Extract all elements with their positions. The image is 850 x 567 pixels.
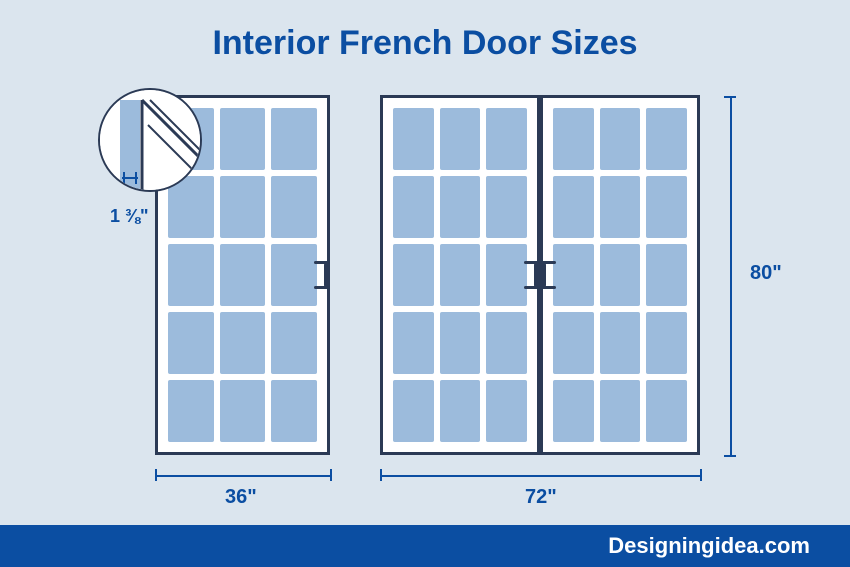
door-pane: [646, 108, 687, 170]
double-door-left: [380, 95, 540, 455]
door-pane: [600, 244, 641, 306]
footer-brand: Designingidea.com: [608, 533, 810, 559]
double-door-right: [540, 95, 700, 455]
door-pane: [393, 380, 434, 442]
door-pane: [271, 380, 317, 442]
dimension-double-width-line: [380, 475, 700, 477]
door-pane: [553, 380, 594, 442]
door-pane: [271, 176, 317, 238]
door-pane: [486, 380, 527, 442]
dimension-tick: [380, 469, 382, 481]
door-pane: [553, 176, 594, 238]
door-pane: [220, 244, 266, 306]
door-pane: [393, 176, 434, 238]
door-pane: [271, 108, 317, 170]
door-pane: [646, 380, 687, 442]
door-pane: [600, 380, 641, 442]
dimension-tick: [155, 469, 157, 481]
door-pane: [168, 380, 214, 442]
door-pane: [271, 312, 317, 374]
dimension-tick: [724, 96, 736, 98]
page-title: Interior French Door Sizes: [0, 24, 850, 63]
door-pane: [271, 244, 317, 306]
door-pane: [393, 312, 434, 374]
door-pane: [600, 312, 641, 374]
dimension-muntin-width-label: 1 ⅜": [110, 206, 149, 227]
single-door-handle: [324, 263, 328, 287]
door-pane: [553, 312, 594, 374]
door-pane: [553, 244, 594, 306]
door-pane: [220, 380, 266, 442]
door-pane: [600, 176, 641, 238]
door-pane: [220, 312, 266, 374]
door-pane: [553, 108, 594, 170]
door-pane: [393, 244, 434, 306]
door-pane: [440, 244, 481, 306]
door-pane: [486, 176, 527, 238]
door-pane: [220, 176, 266, 238]
dimension-tick: [700, 469, 702, 481]
door-pane: [600, 108, 641, 170]
door-pane: [440, 312, 481, 374]
door-pane: [646, 312, 687, 374]
muntin-detail-icon: [100, 90, 200, 190]
door-pane: [486, 244, 527, 306]
door-pane: [486, 312, 527, 374]
door-pane: [440, 176, 481, 238]
door-pane: [168, 312, 214, 374]
dimension-tick: [724, 455, 736, 457]
door-pane: [220, 108, 266, 170]
door-pane: [440, 108, 481, 170]
double-door-handle-left: [534, 263, 538, 287]
door-pane: [393, 108, 434, 170]
double-door-handle-right: [542, 263, 546, 287]
muntin-detail-circle: [98, 88, 202, 192]
dimension-single-width-label: 36": [225, 486, 257, 509]
dimension-height-label: 80": [750, 262, 782, 285]
dimension-height-line: [730, 96, 732, 455]
door-pane: [646, 176, 687, 238]
dimension-single-width-line: [155, 475, 330, 477]
dimension-double-width-label: 72": [525, 486, 557, 509]
door-pane: [486, 108, 527, 170]
dimension-tick: [330, 469, 332, 481]
footer-bar: Designingidea.com: [0, 525, 850, 567]
door-pane: [440, 380, 481, 442]
door-pane: [646, 244, 687, 306]
diagram-canvas: Interior French Door Sizes 36" 72" 80" 1…: [0, 0, 850, 567]
door-pane: [168, 244, 214, 306]
